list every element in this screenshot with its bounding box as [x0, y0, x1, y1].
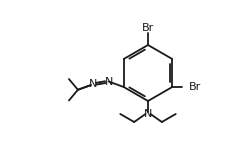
Text: Br: Br: [188, 82, 201, 92]
Text: N: N: [88, 79, 97, 89]
Text: N: N: [104, 76, 112, 87]
Text: Br: Br: [141, 23, 153, 33]
Text: N: N: [143, 109, 151, 119]
